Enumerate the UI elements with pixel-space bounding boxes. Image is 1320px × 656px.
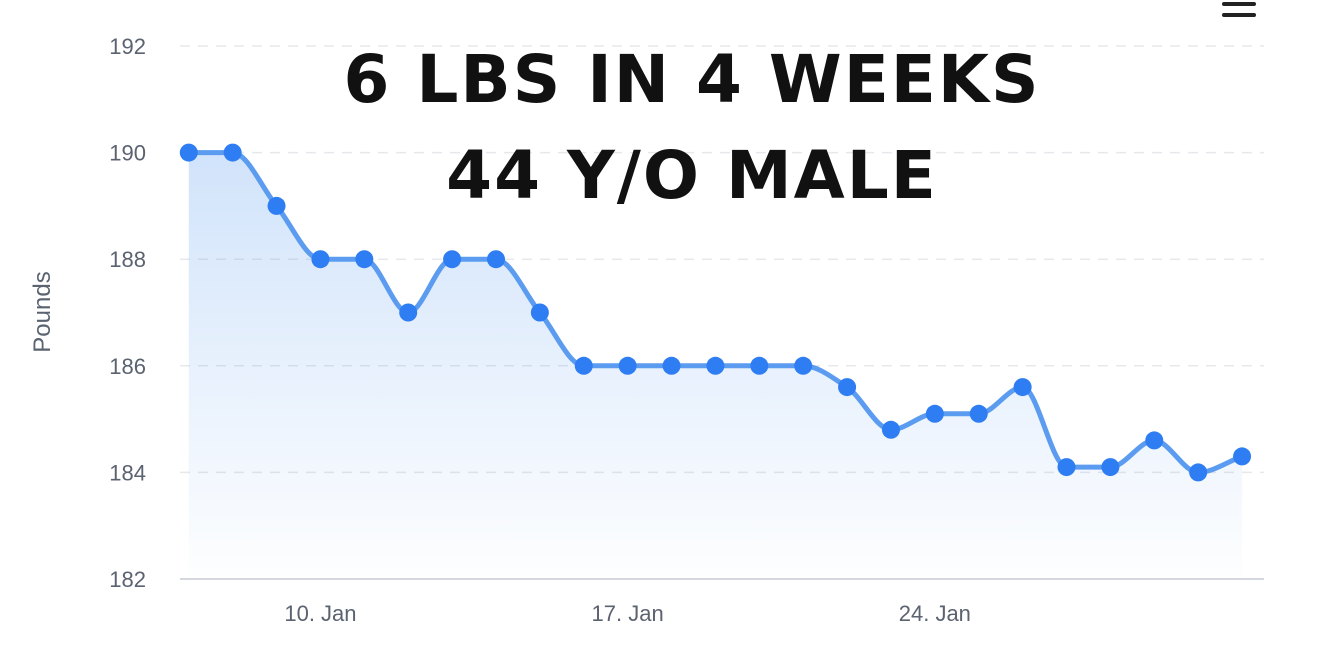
y-axis-ticks: 182 184 186 188 190 192 bbox=[109, 34, 146, 592]
y-tick-label: 186 bbox=[109, 354, 146, 379]
x-tick-label: 24. Jan bbox=[899, 601, 971, 626]
data-point[interactable] bbox=[618, 356, 637, 375]
y-tick-label: 182 bbox=[109, 567, 146, 592]
y-tick-label: 190 bbox=[109, 141, 146, 166]
data-point[interactable] bbox=[1057, 458, 1076, 477]
data-point[interactable] bbox=[794, 356, 813, 375]
chart-title-line-2: 44 Y/O MALE bbox=[446, 137, 938, 214]
data-point[interactable] bbox=[355, 250, 374, 269]
data-point[interactable] bbox=[574, 356, 593, 375]
x-tick-label: 17. Jan bbox=[592, 601, 664, 626]
hamburger-menu-icon[interactable] bbox=[1222, 0, 1258, 20]
y-tick-label: 184 bbox=[109, 460, 146, 485]
x-axis-ticks: 10. Jan 17. Jan 24. Jan bbox=[284, 601, 971, 626]
data-point[interactable] bbox=[223, 143, 242, 162]
data-point[interactable] bbox=[486, 250, 505, 269]
y-tick-label: 192 bbox=[109, 34, 146, 59]
data-point[interactable] bbox=[969, 404, 988, 423]
data-point[interactable] bbox=[530, 303, 549, 322]
data-point[interactable] bbox=[838, 378, 857, 397]
y-tick-label: 188 bbox=[109, 247, 146, 272]
x-tick-label: 10. Jan bbox=[284, 601, 356, 626]
data-point[interactable] bbox=[706, 356, 725, 375]
data-point[interactable] bbox=[925, 404, 944, 423]
chart-title-line-1: 6 LBS IN 4 WEEKS bbox=[343, 41, 1040, 118]
y-axis-label: Pounds bbox=[29, 271, 56, 352]
data-point[interactable] bbox=[662, 356, 681, 375]
data-point[interactable] bbox=[1145, 431, 1164, 450]
data-point[interactable] bbox=[1233, 447, 1252, 466]
series-points bbox=[179, 143, 1252, 482]
data-point[interactable] bbox=[311, 250, 330, 269]
data-point[interactable] bbox=[1013, 378, 1032, 397]
data-point[interactable] bbox=[399, 303, 418, 322]
data-point[interactable] bbox=[1101, 458, 1120, 477]
data-point[interactable] bbox=[750, 356, 769, 375]
data-point[interactable] bbox=[179, 143, 198, 162]
data-point[interactable] bbox=[443, 250, 462, 269]
data-point[interactable] bbox=[1189, 463, 1208, 482]
data-point[interactable] bbox=[881, 420, 900, 439]
data-point[interactable] bbox=[267, 196, 286, 215]
